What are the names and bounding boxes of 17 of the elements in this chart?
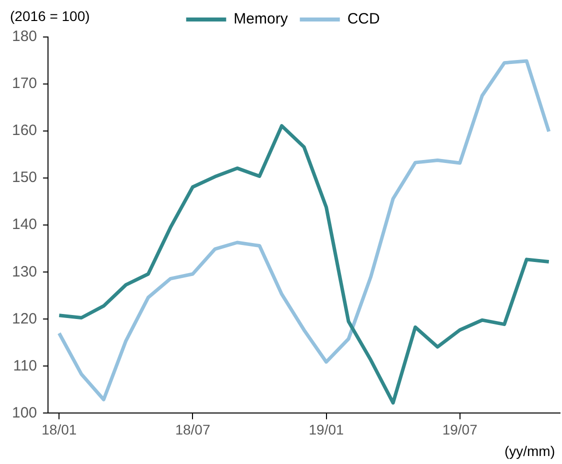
y-tick-label: 130	[12, 263, 38, 280]
legend-label: CCD	[347, 10, 380, 28]
x-tick-label: 18/07	[175, 421, 210, 438]
y-tick-label: 100	[12, 404, 38, 422]
y-tick-label: 120	[12, 310, 38, 328]
x-tick-label: 19/01	[308, 421, 344, 438]
legend-label: Memory	[234, 10, 288, 28]
y-tick-label: 170	[12, 75, 38, 92]
x-axis-title: (yy/mm)	[504, 442, 555, 459]
y-tick-label: 160	[12, 122, 38, 140]
y-axis-title: (2016 = 100)	[10, 8, 90, 24]
y-tick-label: 150	[12, 169, 38, 186]
x-tick-label: 19/07	[442, 421, 478, 438]
x-tick-label: 18/01	[42, 421, 77, 438]
y-tick-label: 110	[13, 357, 38, 374]
y-tick-label: 180	[12, 28, 38, 46]
y-tick-label: 140	[12, 216, 38, 234]
